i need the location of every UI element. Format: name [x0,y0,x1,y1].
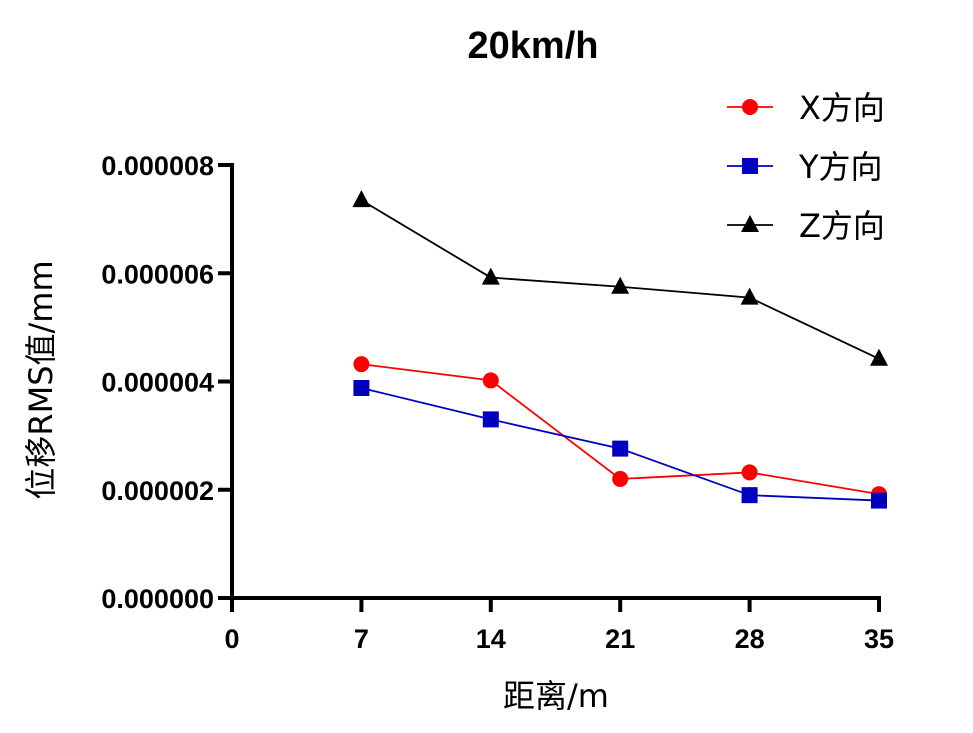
x-tick-label: 35 [864,624,894,654]
series-triangle [352,190,888,366]
series-square [353,379,887,509]
y-axis-label: 位移RMS值/mm [22,260,60,499]
series-layer [352,190,888,509]
legend-label: X方向 [799,89,885,127]
x-tick-label: 7 [354,624,369,654]
data-point [871,492,887,509]
legend-marker [742,158,758,174]
x-axis-label: 距离/m [503,677,609,715]
data-point [612,440,629,457]
legend-marker [742,99,758,115]
data-point [353,379,370,396]
x-tick-label: 21 [605,624,635,654]
x-tick-label: 28 [735,624,765,654]
data-point [741,487,758,504]
y-tick-label: 0.000004 [101,368,214,398]
x-ticks: 0 7 14 21 28 35 [224,598,894,654]
data-point [741,464,758,481]
x-tick-label: 0 [224,624,239,654]
y-ticks: 0.000000 0.000002 0.000004 0.000006 0.000008 [101,151,232,614]
data-point [740,287,759,305]
series-circle [353,356,887,503]
data-point [482,372,499,389]
data-point [353,356,370,373]
y-tick-label: 0.000000 [101,584,214,614]
data-point [612,470,629,487]
chart-title: 20km/h [468,25,599,67]
legend: X方向 Y方向 Z方向 [727,89,885,245]
y-tick-label: 0.000002 [101,476,214,506]
legend-marker [741,215,759,232]
legend-item: Y方向 [727,148,883,186]
data-point [611,276,630,294]
legend-item: Z方向 [727,207,885,245]
data-point [352,190,371,208]
data-point [870,348,888,366]
axes [230,163,881,600]
data-point [482,411,499,428]
legend-item: X方向 [727,89,885,127]
y-tick-label: 0.000006 [101,259,214,289]
x-tick-label: 14 [476,624,506,654]
legend-label: Z方向 [799,207,885,245]
data-point [481,267,500,285]
y-tick-label: 0.000008 [101,151,214,181]
legend-label: Y方向 [798,148,883,186]
